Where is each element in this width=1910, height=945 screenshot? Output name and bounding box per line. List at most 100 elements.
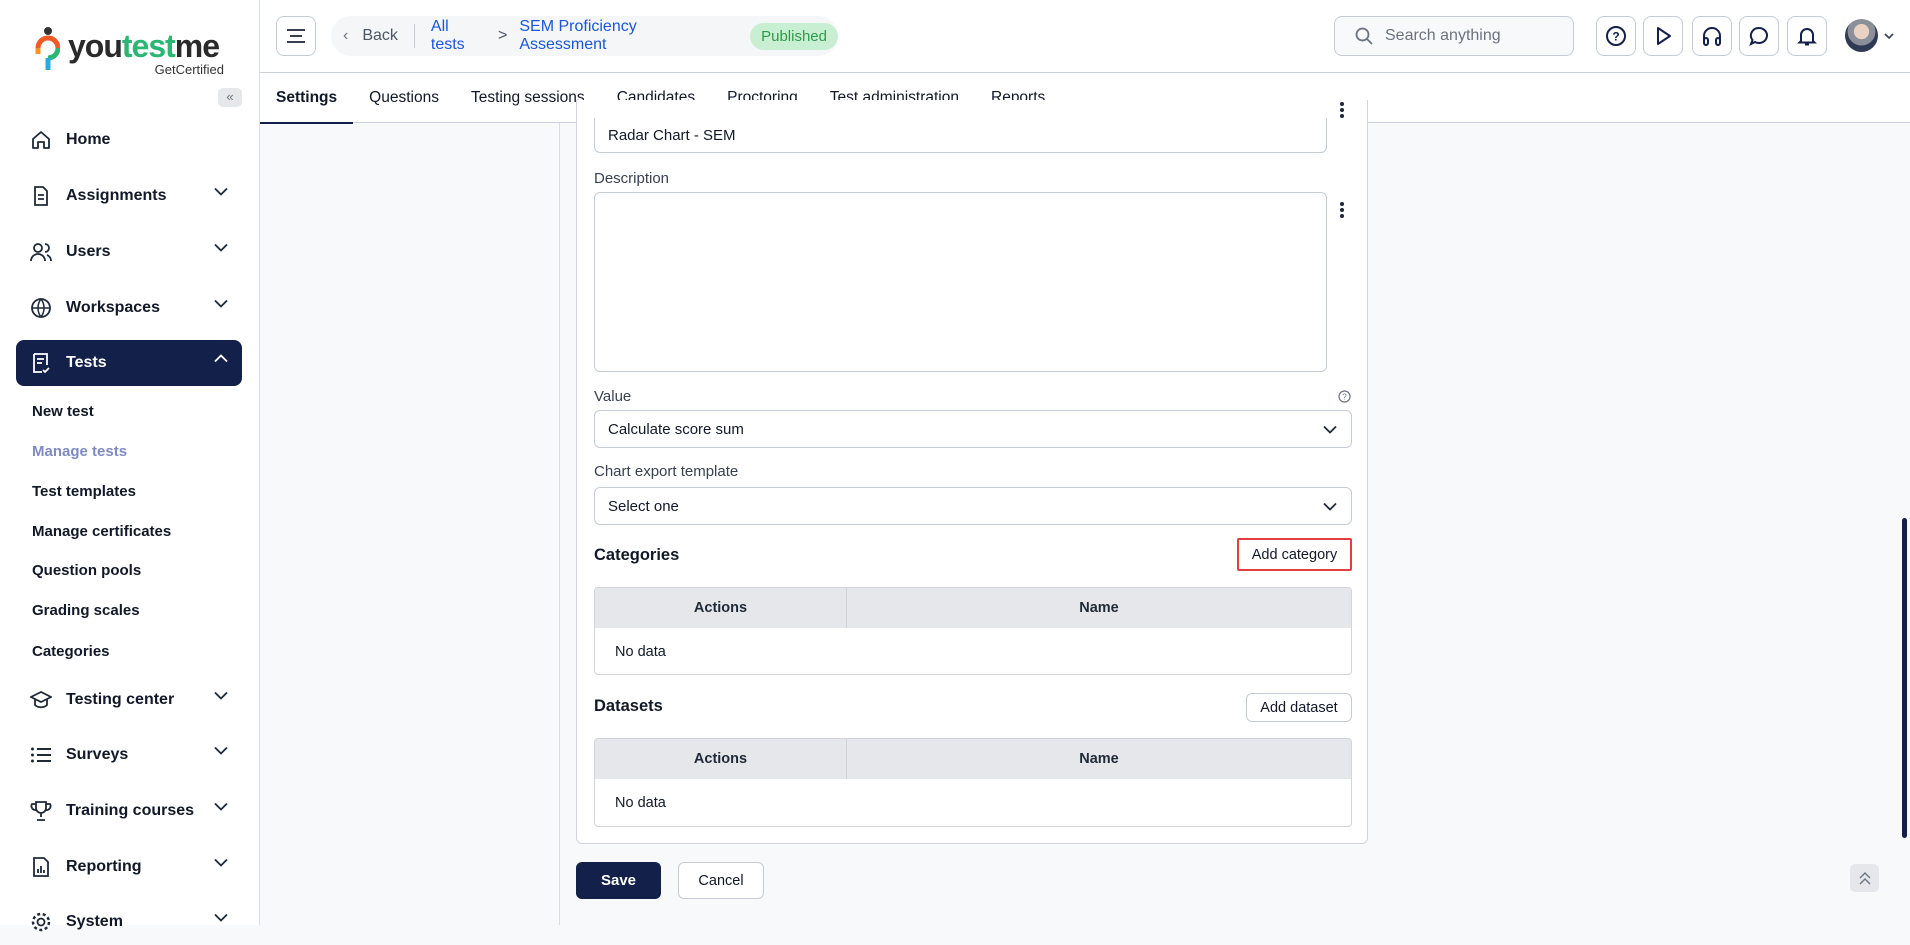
sidebar-item-tests[interactable]: Tests bbox=[16, 340, 242, 386]
sidebar-item-assignments[interactable]: Assignments bbox=[16, 173, 242, 219]
chevron-down-icon bbox=[214, 913, 228, 922]
breadcrumb-current[interactable]: SEM Proficiency Assessment bbox=[519, 18, 637, 53]
description-more-icon[interactable] bbox=[1340, 200, 1344, 220]
description-label: Description bbox=[594, 170, 670, 187]
menu-button[interactable] bbox=[276, 16, 316, 56]
sidebar-item-label: Tests bbox=[66, 354, 107, 371]
test-icon bbox=[30, 352, 52, 374]
bell-icon bbox=[1797, 28, 1817, 46]
breadcrumb-separator: > bbox=[498, 27, 508, 44]
avatar[interactable] bbox=[1845, 19, 1878, 52]
sidebar-item-label: Workspaces bbox=[66, 299, 160, 316]
datasets-table: Actions Name No data bbox=[594, 738, 1352, 827]
sidebar-subitem-manage-tests[interactable]: Manage tests bbox=[32, 443, 128, 460]
sidebar-item-system[interactable]: System bbox=[16, 899, 242, 945]
help-icon[interactable]: ? bbox=[1338, 390, 1351, 403]
value-selected: Calculate score sum bbox=[608, 420, 744, 438]
empty-row: No data bbox=[615, 795, 666, 811]
scroll-to-top-button[interactable] bbox=[1850, 864, 1879, 892]
export-template-select[interactable]: Select one bbox=[594, 487, 1352, 525]
categories-heading: Categories bbox=[594, 546, 680, 564]
sidebar-subitem-test-templates[interactable]: Test templates bbox=[32, 483, 136, 500]
export-template-label: Chart export template bbox=[594, 463, 739, 480]
categories-table: Actions Name No data bbox=[594, 587, 1352, 675]
graduation-cap-icon bbox=[30, 689, 52, 711]
scrollbar-thumb[interactable] bbox=[1902, 518, 1907, 838]
sidebar-subitem-manage-certificates[interactable]: Manage certificates bbox=[32, 523, 172, 540]
cancel-button[interactable]: Cancel bbox=[678, 862, 764, 899]
svg-text:?: ? bbox=[1342, 393, 1347, 402]
sidebar-item-label: Users bbox=[66, 243, 111, 260]
column-header-actions[interactable]: Actions bbox=[595, 739, 847, 779]
column-header-actions[interactable]: Actions bbox=[595, 588, 847, 628]
sidebar-item-home[interactable]: Home bbox=[16, 117, 242, 163]
help-button[interactable]: ? bbox=[1596, 16, 1636, 56]
breadcrumb-all-tests[interactable]: All tests bbox=[430, 18, 465, 53]
chevron-down-icon bbox=[214, 802, 228, 811]
status-badge: Published bbox=[750, 22, 838, 50]
radar-chart-form: Radar Chart - SEM Description Value ? Ca… bbox=[576, 100, 1368, 844]
chevron-down-icon bbox=[214, 187, 228, 196]
column-header-name[interactable]: Name bbox=[1079, 751, 1119, 767]
value-label: Value bbox=[594, 388, 632, 405]
chevron-down-icon bbox=[214, 691, 228, 700]
chevron-down-icon bbox=[214, 858, 228, 867]
report-icon bbox=[30, 856, 52, 878]
tab-questions[interactable]: Questions bbox=[369, 88, 439, 106]
tab-testing-sessions[interactable]: Testing sessions bbox=[470, 88, 585, 106]
sidebar-subitem-new-test[interactable]: New test bbox=[32, 403, 94, 420]
sidebar-subitem-question-pools[interactable]: Question pools bbox=[32, 562, 142, 579]
search-placeholder: Search anything bbox=[1385, 27, 1501, 44]
sidebar-item-label: System bbox=[66, 913, 123, 930]
sidebar-item-users[interactable]: Users bbox=[16, 229, 242, 275]
brand-tagline: GetCertified bbox=[154, 62, 224, 77]
value-select[interactable]: Calculate score sum bbox=[594, 410, 1352, 448]
logo[interactable]: youtestme GetCertified bbox=[34, 24, 224, 77]
sidebar-item-training-courses[interactable]: Training courses bbox=[16, 788, 242, 834]
chevron-down-icon bbox=[214, 299, 228, 308]
play-button[interactable] bbox=[1643, 16, 1683, 56]
sidebar-item-label: Home bbox=[66, 131, 111, 148]
back-link[interactable]: Back bbox=[362, 27, 398, 44]
breadcrumb: ‹ Back All tests > SEM Proficiency Asses… bbox=[331, 16, 838, 56]
sidebar-item-label: Assignments bbox=[66, 187, 167, 204]
sidebar-item-label: Surveys bbox=[66, 746, 129, 763]
chat-icon bbox=[1749, 26, 1768, 47]
description-textarea[interactable] bbox=[594, 192, 1327, 372]
sidebar-item-workspaces[interactable]: Workspaces bbox=[16, 285, 242, 331]
chevron-down-icon bbox=[214, 243, 228, 252]
name-input[interactable]: Radar Chart - SEM bbox=[594, 118, 1327, 153]
empty-row: No data bbox=[615, 644, 666, 660]
brand-name: youtestme bbox=[68, 28, 220, 64]
add-category-button[interactable]: Add category bbox=[1237, 538, 1352, 571]
column-header-name[interactable]: Name bbox=[1079, 600, 1119, 616]
sidebar-subitem-categories[interactable]: Categories bbox=[32, 643, 110, 660]
sidebar: youtestme GetCertified « Home Assignments… bbox=[0, 0, 260, 932]
chevron-down-icon bbox=[1323, 502, 1337, 511]
sidebar-item-surveys[interactable]: Surveys bbox=[16, 732, 242, 778]
export-template-selected: Select one bbox=[608, 497, 679, 515]
chat-button[interactable] bbox=[1739, 16, 1779, 56]
users-icon bbox=[30, 241, 52, 263]
tab-settings[interactable]: Settings bbox=[259, 73, 354, 124]
hamburger-icon bbox=[287, 29, 305, 43]
save-button[interactable]: Save bbox=[576, 862, 661, 899]
gear-icon bbox=[30, 911, 52, 933]
list-icon bbox=[30, 744, 52, 766]
support-button[interactable] bbox=[1692, 16, 1732, 56]
sidebar-item-testing-center[interactable]: Testing center bbox=[16, 677, 242, 723]
name-more-icon[interactable] bbox=[1340, 100, 1344, 120]
sidebar-item-reporting[interactable]: Reporting bbox=[16, 844, 242, 890]
sidebar-item-label: Testing center bbox=[66, 691, 175, 708]
chevron-down-icon bbox=[1323, 425, 1337, 434]
sidebar-item-label: Reporting bbox=[66, 858, 142, 875]
collapse-sidebar-button[interactable]: « bbox=[218, 88, 242, 107]
back-chevron-icon[interactable]: ‹ bbox=[343, 27, 349, 44]
sidebar-subitem-grading-scales[interactable]: Grading scales bbox=[32, 602, 140, 619]
chevron-down-icon[interactable] bbox=[1884, 32, 1894, 40]
notifications-button[interactable] bbox=[1787, 16, 1827, 56]
play-icon bbox=[1657, 27, 1671, 45]
add-dataset-button[interactable]: Add dataset bbox=[1246, 693, 1352, 722]
sidebar-item-label: Training courses bbox=[66, 802, 195, 819]
search-input[interactable]: Search anything bbox=[1334, 16, 1574, 56]
